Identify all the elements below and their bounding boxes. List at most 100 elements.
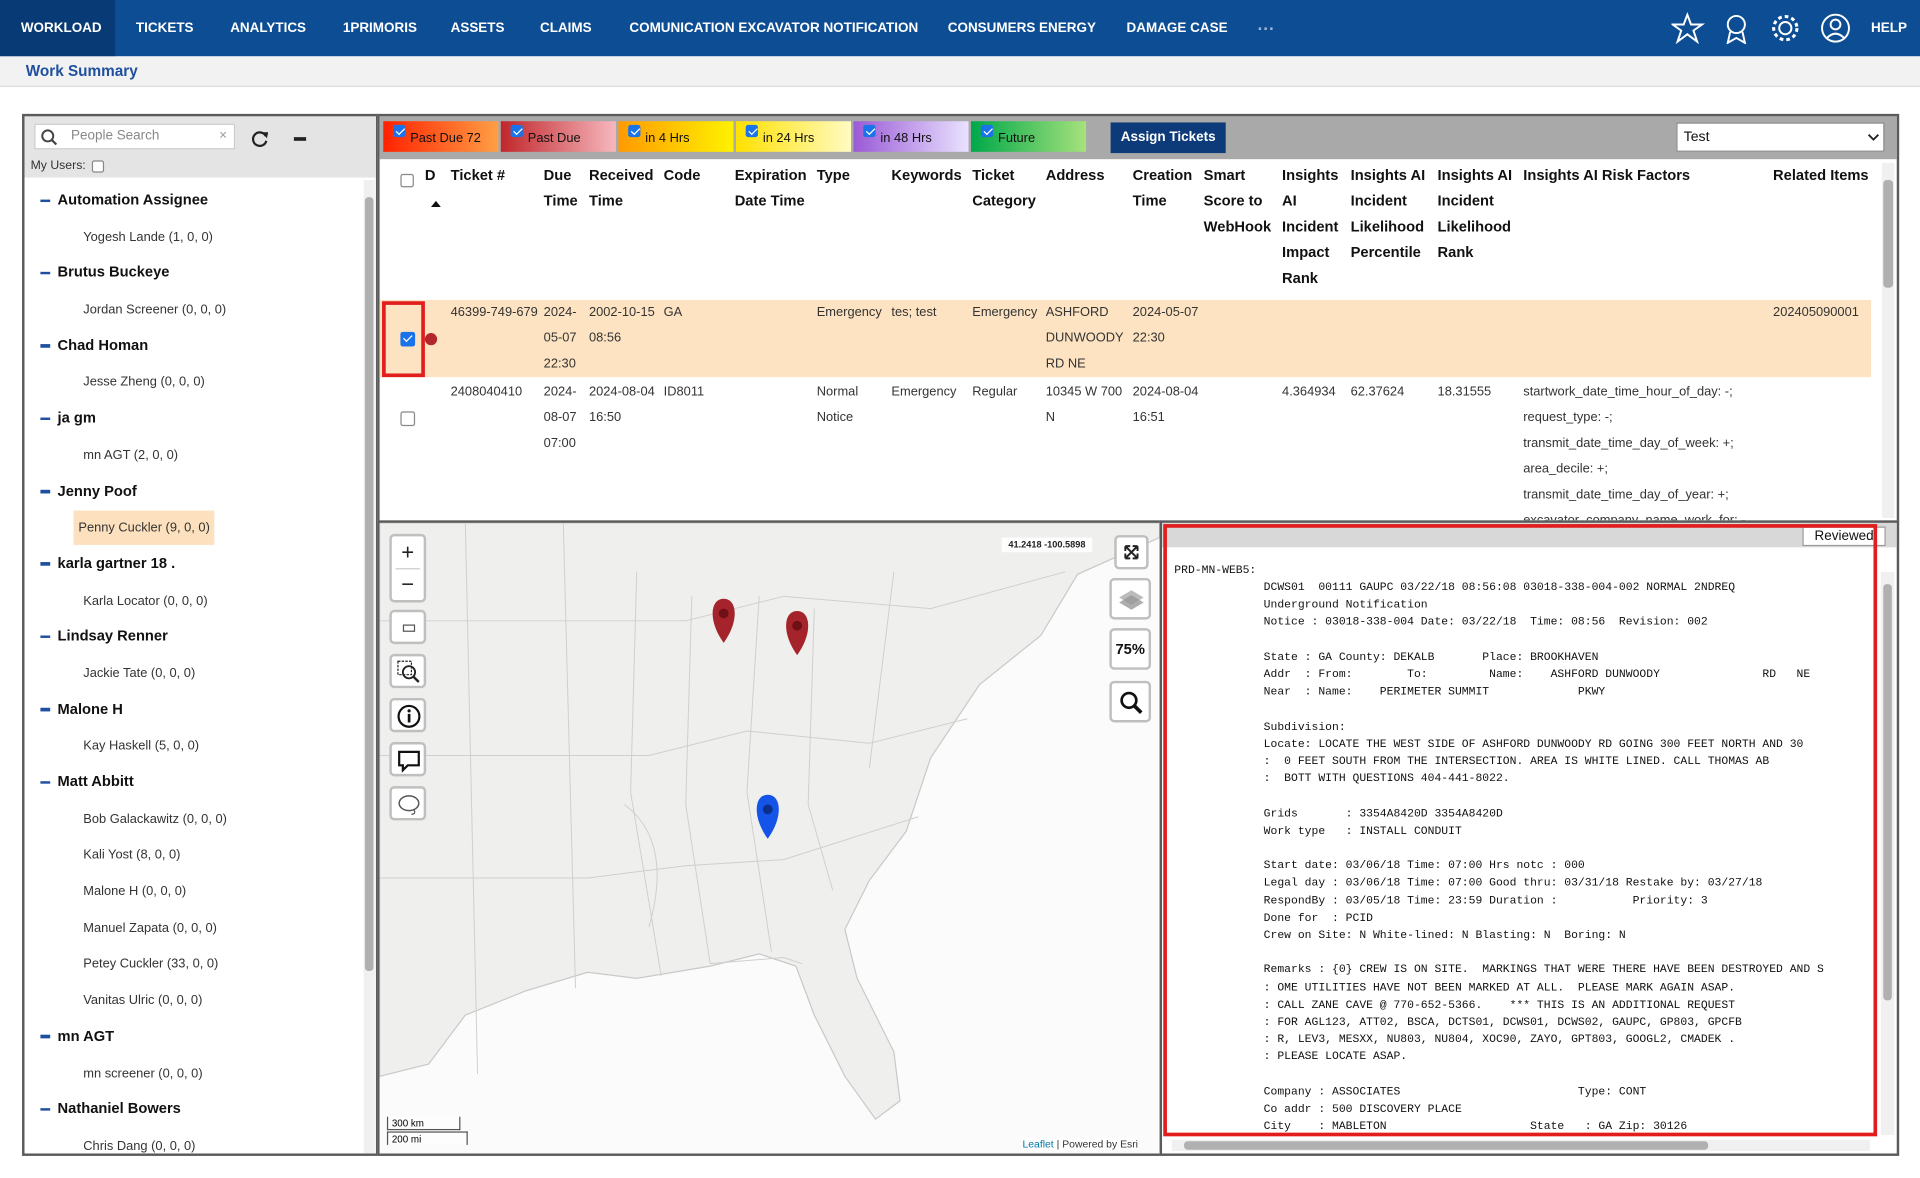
more-menu[interactable]: ··· [1257,18,1275,38]
member-row[interactable]: Chris Dang (0, 0, 0) [24,1128,362,1154]
column-header[interactable]: Received Time [588,166,654,210]
group-row[interactable]: Chad Homan [24,328,362,364]
column-header[interactable]: Ticket # [450,166,506,184]
group-row[interactable]: karla gartner 18 . [24,546,362,582]
comment-button[interactable] [389,742,427,777]
user-icon[interactable] [1821,13,1850,43]
column-header[interactable]: Insights AI Incident Likelihood Percenti… [1350,166,1426,261]
member-row[interactable]: Karla Locator (0, 0, 0) [24,582,362,618]
column-header[interactable]: Type [816,166,850,184]
filter-chip[interactable]: Future [971,121,1087,152]
member-row[interactable]: Jesse Zheng (0, 0, 0) [24,364,362,400]
filter-chip[interactable]: Past Due 72 [383,121,499,152]
member-row[interactable]: Yogesh Lande (1, 0, 0) [24,219,362,255]
info-button[interactable] [389,697,427,733]
table-row[interactable]: 2408040410 2024-08-07 07:00 2024-08-04 16:… [380,380,1871,520]
member-row[interactable]: Petey Cuckler (33, 0, 0) [24,946,362,982]
group-row[interactable]: ja gm [24,401,362,437]
gear-icon[interactable] [1778,21,1793,36]
column-header[interactable]: Smart Score to WebHook [1203,166,1272,236]
member-row[interactable]: mn AGT (2, 0, 0) [24,437,362,473]
column-header[interactable]: Insights AI Incident Likelihood Rank [1437,166,1513,261]
star-icon[interactable] [1671,12,1706,45]
scrollbar-thumb[interactable] [1883,180,1894,288]
h-scrollbar-thumb[interactable] [1184,1141,1709,1150]
column-header[interactable]: Related Items [1773,166,1869,184]
assign-button[interactable]: Assign Tickets [1110,122,1226,154]
group-row[interactable]: Malone H [24,691,362,727]
nav-item[interactable]: CONSUMERS ENERGY [947,20,1096,36]
column-header[interactable]: Expiration Date Time [734,166,807,210]
member-row[interactable]: mn screener (0, 0, 0) [24,1055,362,1091]
scrollbar-thumb[interactable] [1883,584,1892,1001]
nav-item[interactable]: ANALYTICS [230,20,307,36]
refresh-icon[interactable] [250,129,270,149]
help-link[interactable]: HELP [1871,20,1907,36]
table-row[interactable]: 46399-749-679 2024-05-07 22:30 2002-10-15 … [379,300,1872,378]
member-row[interactable]: Kali Yost (8, 0, 0) [24,837,362,873]
view-select[interactable]: Test [1676,122,1885,152]
member-row[interactable]: Kay Haskell (5, 0, 0) [24,728,362,764]
column-header[interactable]: Insights AI Risk Factors [1523,166,1691,184]
filter-chip[interactable]: in 24 Hrs [735,121,852,152]
member-row[interactable]: Vanitas Ulric (0, 0, 0) [24,982,362,1018]
measure-button[interactable] [389,609,427,645]
nav-item[interactable]: ASSETS [450,20,505,36]
filter-chip[interactable]: Past Due [500,121,616,152]
collapse-icon[interactable] [293,137,307,141]
column-header[interactable]: Insights AI Incident Impact Rank [1282,166,1339,287]
member-row[interactable]: Manuel Zapata (0, 0, 0) [24,909,362,945]
search-button[interactable] [1109,680,1152,723]
column-header[interactable]: Ticket Category [972,166,1036,210]
column-header[interactable]: D [424,166,436,184]
header-checkbox[interactable] [400,173,414,188]
row-checkbox[interactable] [400,331,416,347]
group-row[interactable]: Matt Abbitt [24,764,362,800]
filter-chip[interactable]: in 48 Hrs [853,121,969,152]
filter-checkbox[interactable] [510,124,523,138]
layers-button[interactable] [1109,577,1152,620]
column-header[interactable]: Code [663,166,701,184]
clear-icon[interactable]: × [219,128,228,144]
member-row[interactable]: Jordan Screener (0, 0, 0) [24,292,362,328]
member-row[interactable]: Penny Cuckler (9, 0, 0) [24,510,362,546]
filter-checkbox[interactable] [393,124,406,138]
column-header[interactable]: Due Time [543,166,578,210]
nav-item[interactable]: CLAIMS [540,20,592,36]
attribution-link[interactable]: Leaflet [1022,1137,1054,1150]
zoom-level[interactable]: 75% [1109,628,1152,670]
column-header[interactable]: Keywords [891,166,962,184]
zoom-in[interactable]: + [401,540,415,565]
zoom-out[interactable]: − [401,571,415,597]
group-row[interactable]: Lindsay Renner [24,619,362,655]
column-header[interactable]: Address [1045,166,1105,184]
column-header[interactable]: Creation Time [1132,166,1193,210]
group-row[interactable]: Jenny Poof [24,473,362,509]
filter-checkbox[interactable] [745,124,758,138]
nav-item[interactable]: DAMAGE CASE [1126,20,1228,36]
member-row[interactable]: Bob Galackawitz (0, 0, 0) [24,800,362,836]
member-row[interactable]: Jackie Tate (0, 0, 0) [24,655,362,691]
filter-checkbox[interactable] [980,124,994,138]
map-pin[interactable] [756,794,779,839]
member-row[interactable]: Malone H (0, 0, 0) [24,873,362,909]
filter-chip[interactable]: in 4 Hrs [618,121,734,152]
nav-item[interactable]: WORKLOAD [20,20,102,36]
people-search[interactable]: People Search × [34,123,236,150]
nav-item[interactable]: 1PRIMORIS [342,20,417,36]
filter-checkbox[interactable] [863,124,876,138]
reviewed-button[interactable]: Reviewed [1802,526,1886,547]
group-row[interactable]: Automation Assignee [24,182,362,218]
group-row[interactable]: Brutus Buckeye [24,255,362,291]
lasso-button[interactable] [389,786,427,821]
fullscreen-button[interactable] [1114,535,1149,570]
map-pin[interactable] [712,598,735,643]
map-pin[interactable] [786,611,809,656]
row-checkbox[interactable] [400,411,416,427]
nav-item[interactable]: TICKETS [135,20,194,36]
filter-checkbox[interactable] [628,124,641,138]
my-users-checkbox[interactable] [91,160,105,173]
zoom-box-button[interactable] [389,653,427,689]
nav-item[interactable]: COMUNICATION EXCAVATOR NOTIFICATION [629,20,919,36]
group-row[interactable]: mn AGT [24,1019,362,1055]
